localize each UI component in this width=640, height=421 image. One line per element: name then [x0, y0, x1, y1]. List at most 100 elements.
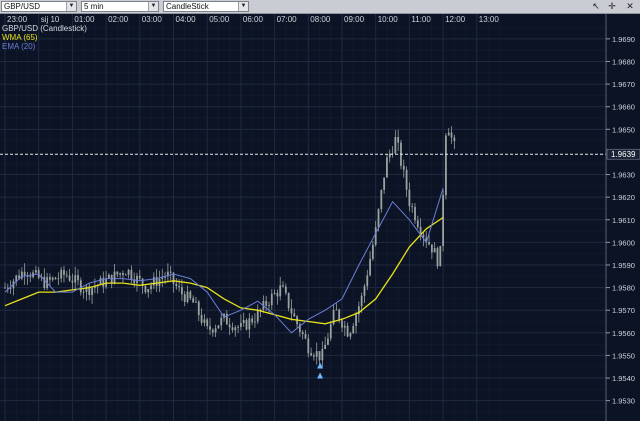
- candle-body: [183, 294, 186, 302]
- candle-body: [386, 157, 388, 178]
- candle-body: [405, 169, 408, 190]
- candle-body: [136, 275, 138, 284]
- candle-body: [329, 324, 332, 339]
- candle-body: [60, 269, 63, 279]
- legend: GBP/USD (Candlestick) WMA (65) EMA (20): [2, 24, 87, 51]
- candle-body: [99, 277, 102, 285]
- candle-body: [265, 300, 268, 306]
- cursor-icon[interactable]: ↖: [592, 1, 600, 11]
- price-tick-label: 1.9580: [612, 284, 635, 293]
- candle-body: [332, 310, 335, 325]
- time-tick-label: 02:00: [108, 15, 129, 24]
- candle-body: [374, 227, 377, 245]
- time-tick-label: sij 10: [41, 15, 60, 24]
- candle-body: [352, 326, 355, 334]
- candle-body: [181, 287, 183, 295]
- candle-body: [391, 153, 394, 155]
- candle-body: [270, 293, 273, 306]
- chevron-down-icon[interactable]: ▼: [66, 2, 76, 11]
- candle-body: [234, 327, 237, 331]
- candle-body: [231, 327, 234, 331]
- chart-type-select[interactable]: CandleStick ▼: [163, 1, 249, 12]
- candle-body: [355, 314, 357, 327]
- candle-body: [74, 275, 77, 283]
- candle-body: [164, 276, 166, 278]
- price-tick-label: 1.9650: [612, 125, 635, 134]
- candle-body: [430, 244, 433, 253]
- candle-body: [327, 338, 329, 345]
- candle-body: [251, 318, 254, 323]
- candle-body: [293, 313, 296, 317]
- candle-body: [439, 245, 442, 267]
- candle-body: [178, 286, 181, 288]
- symbol-select[interactable]: GBP/USD ▼: [1, 1, 77, 12]
- price-tick-label: 1.9620: [612, 193, 635, 202]
- candle-body: [65, 274, 68, 276]
- candle-body: [26, 276, 29, 277]
- chevron-down-icon[interactable]: ▼: [238, 2, 248, 11]
- candle-body: [147, 289, 150, 293]
- candle-body: [169, 271, 172, 273]
- candle-body: [34, 270, 37, 273]
- candle-body: [248, 318, 251, 330]
- chevron-down-icon[interactable]: ▼: [148, 2, 158, 11]
- candle-body: [152, 277, 155, 286]
- candle-body: [197, 301, 200, 316]
- candle-body: [20, 271, 23, 279]
- ema-line: [4, 187, 444, 334]
- candle-body: [366, 275, 369, 287]
- candle-body: [388, 153, 391, 158]
- candle-body: [284, 286, 287, 293]
- chart-type-value: CandleStick: [166, 2, 209, 11]
- candle-body: [422, 234, 425, 238]
- price-tick-label: 1.9690: [612, 35, 635, 44]
- price-tick-label: 1.9670: [612, 80, 635, 89]
- candle-body: [276, 292, 279, 297]
- time-tick-label: 06:00: [243, 15, 264, 24]
- current-price-label: 1.9639: [611, 150, 636, 159]
- candle-body: [442, 195, 444, 246]
- candle-body: [124, 274, 127, 276]
- price-tick-label: 1.9550: [612, 351, 635, 360]
- time-tick-label: 09:00: [344, 15, 365, 24]
- candle-body: [298, 324, 301, 333]
- legend-wma: WMA (65): [2, 33, 38, 42]
- interval-select[interactable]: 5 min ▼: [81, 1, 159, 12]
- crosshair-icon[interactable]: ✛: [608, 1, 616, 11]
- moving-averages: [4, 187, 444, 334]
- candle-body: [49, 277, 51, 280]
- candle-body: [346, 325, 349, 337]
- price-tick-label: 1.9590: [612, 261, 635, 270]
- candle-body: [335, 309, 338, 311]
- candle-body: [119, 273, 122, 275]
- candle-body: [445, 135, 447, 196]
- candle-body: [349, 333, 352, 337]
- candle-body: [71, 280, 74, 283]
- candle-body: [186, 291, 189, 302]
- candle-body: [279, 285, 282, 297]
- candle-body: [313, 355, 315, 357]
- candle-body: [357, 306, 360, 315]
- candle-body: [4, 287, 6, 289]
- candle-body: [113, 271, 116, 284]
- candle-body: [144, 285, 147, 293]
- candle-body: [321, 348, 324, 361]
- candle-body: [450, 132, 453, 138]
- candle-body: [254, 321, 256, 323]
- candle-body: [273, 292, 276, 294]
- time-tick-label: 05:00: [209, 15, 230, 24]
- candle-body: [433, 248, 436, 253]
- candle-body: [425, 237, 428, 243]
- time-tick-label: 04:00: [176, 15, 197, 24]
- signal-markers: [317, 362, 324, 379]
- candle-body: [82, 291, 85, 293]
- price-chart[interactable]: 23:00 sij 10 01:00 02:00 03:00 04:00 05:00 06:0…: [0, 14, 640, 421]
- candle-body: [402, 165, 405, 170]
- candle-body: [211, 329, 214, 333]
- candle-body: [223, 313, 225, 318]
- close-icon[interactable]: ✕: [626, 1, 634, 11]
- time-axis: 23:00 sij 10 01:00 02:00 03:00 04:00 05:00 06:0…: [7, 15, 499, 24]
- candle-body: [371, 244, 374, 259]
- time-tick-label: 03:00: [142, 15, 163, 24]
- candle-body: [23, 271, 26, 277]
